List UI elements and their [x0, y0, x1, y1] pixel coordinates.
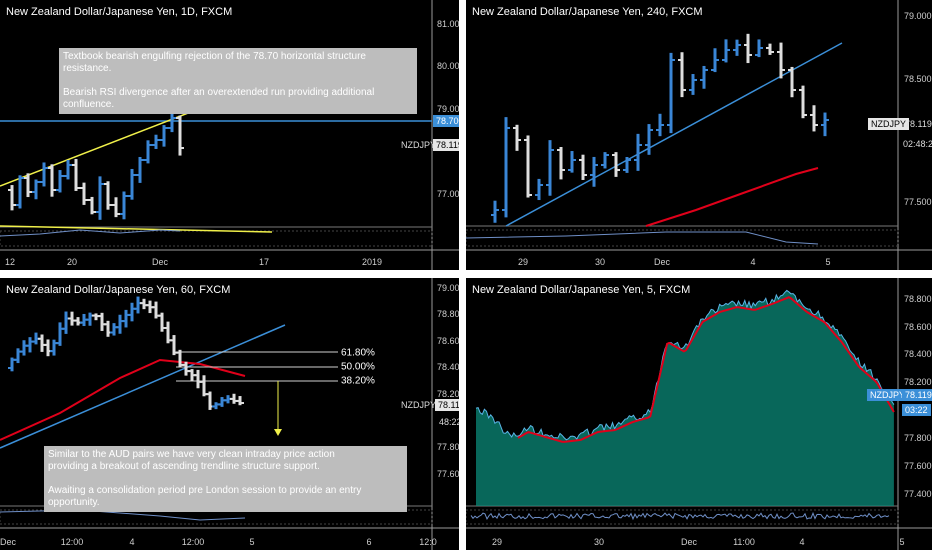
current-price-tag: 78.119 — [435, 399, 459, 411]
y-tick: 79.000 — [437, 283, 459, 293]
y-tick: 78.600 — [437, 336, 459, 346]
x-tick: 11:00 — [733, 537, 755, 547]
chart-title: New Zealand Dollar/Japanese Yen, 60, FXC… — [6, 284, 231, 296]
moving-average — [0, 358, 246, 441]
analysis-note: Textbook bearish engulfing rejection of … — [59, 48, 417, 114]
x-tick: 12 — [4, 257, 16, 267]
y-tick: 77.800 — [437, 442, 459, 452]
x-tick: 29 — [491, 537, 503, 547]
oscillator-line — [470, 511, 890, 521]
price-area — [476, 290, 894, 506]
x-tick: 17 — [258, 257, 270, 267]
x-tick: 4 — [799, 537, 805, 547]
x-tick: 4 — [750, 257, 756, 267]
fib-level-label: 61.80% — [341, 347, 375, 359]
rsi-band — [466, 229, 899, 247]
chart-panel-5m[interactable]: New Zealand Dollar/Japanese Yen, 5, FXCM… — [466, 278, 932, 550]
x-tick: Dec — [680, 537, 698, 547]
y-tick: 78.400 — [437, 362, 459, 372]
bar-countdown: 03:22 — [902, 404, 931, 416]
y-tick: 79.000 — [904, 11, 932, 21]
support-trendline — [0, 225, 273, 233]
x-tick: 2019 — [361, 257, 383, 267]
chart-panel-1h[interactable]: New Zealand Dollar/Japanese Yen, 60, FXC… — [0, 278, 459, 550]
chart-panel-4h[interactable]: New Zealand Dollar/Japanese Yen, 240, FX… — [466, 0, 932, 270]
y-tick: 77.600 — [437, 469, 459, 479]
x-tick: 5 — [249, 537, 255, 547]
analysis-note: Similar to the AUD pairs we have very cl… — [44, 446, 407, 512]
moving-average — [517, 296, 895, 443]
x-tick: 12:00 — [181, 537, 205, 547]
chart-title: New Zealand Dollar/Japanese Yen, 1D, FXC… — [6, 6, 233, 18]
y-tick: 79.000 — [437, 104, 459, 114]
fib-level-label: 38.20% — [341, 375, 375, 387]
rsi-band — [0, 230, 433, 247]
y-tick: 77.400 — [904, 489, 932, 499]
symbol-tag: NZDJPY — [401, 140, 437, 150]
y-tick: 80.000 — [437, 61, 459, 71]
chart-panel-daily[interactable]: New Zealand Dollar/Japanese Yen, 1D, FXC… — [0, 0, 459, 270]
bar-countdown: 48:22 — [439, 417, 459, 427]
moving-average — [645, 167, 819, 227]
y-tick: 77.000 — [437, 189, 459, 199]
level-price-tag: 78.700 — [433, 115, 459, 127]
bar-countdown: 02:48:22 — [903, 139, 932, 149]
current-price-tag: 78.119 — [433, 139, 459, 151]
arrow-head — [274, 429, 282, 436]
current-price-tag: 78.119 — [902, 389, 932, 401]
x-tick: 12:0 — [419, 537, 437, 547]
y-tick: 77.800 — [904, 433, 932, 443]
symbol-tag: NZDJPY — [868, 118, 910, 130]
x-tick: Dec — [0, 537, 17, 547]
x-tick: 5 — [899, 537, 905, 547]
x-tick: Dec — [151, 257, 169, 267]
y-tick: 77.500 — [904, 197, 932, 207]
rsi-band — [0, 509, 433, 525]
y-tick: 78.200 — [437, 389, 459, 399]
daily-chart-canvas — [0, 0, 459, 270]
ascending-trendline — [505, 42, 843, 227]
x-tick: 5 — [825, 257, 831, 267]
x-tick: 20 — [66, 257, 78, 267]
ascending-trendline — [0, 324, 286, 449]
y-tick: 78.200 — [904, 377, 932, 387]
rsi-line — [466, 231, 819, 245]
x-tick: 6 — [366, 537, 372, 547]
x-tick: 12:00 — [60, 537, 84, 547]
y-tick: 78.800 — [437, 309, 459, 319]
symbol-tag: NZDJPY — [867, 389, 909, 401]
x-tick: 30 — [593, 537, 605, 547]
x-tick: 30 — [594, 257, 606, 267]
rsi-line — [0, 229, 181, 237]
y-tick: 77.600 — [904, 461, 932, 471]
fib-level-label: 50.00% — [341, 361, 375, 373]
y-tick: 78.600 — [904, 322, 932, 332]
y-tick: 78.400 — [904, 349, 932, 359]
x-tick: 4 — [129, 537, 135, 547]
chart-title: New Zealand Dollar/Japanese Yen, 240, FX… — [472, 6, 703, 18]
4h-chart-canvas — [466, 0, 932, 270]
5m-chart-canvas — [466, 278, 932, 550]
y-tick: 78.500 — [904, 74, 932, 84]
symbol-tag: NZDJPY — [401, 400, 437, 410]
y-tick: 81.000 — [437, 19, 459, 29]
rsi-band — [466, 509, 899, 525]
x-tick: Dec — [653, 257, 671, 267]
chart-title: New Zealand Dollar/Japanese Yen, 5, FXCM — [472, 284, 691, 296]
current-price-tag: 78.119 — [905, 119, 932, 129]
x-tick: 29 — [517, 257, 529, 267]
y-tick: 78.800 — [904, 294, 932, 304]
